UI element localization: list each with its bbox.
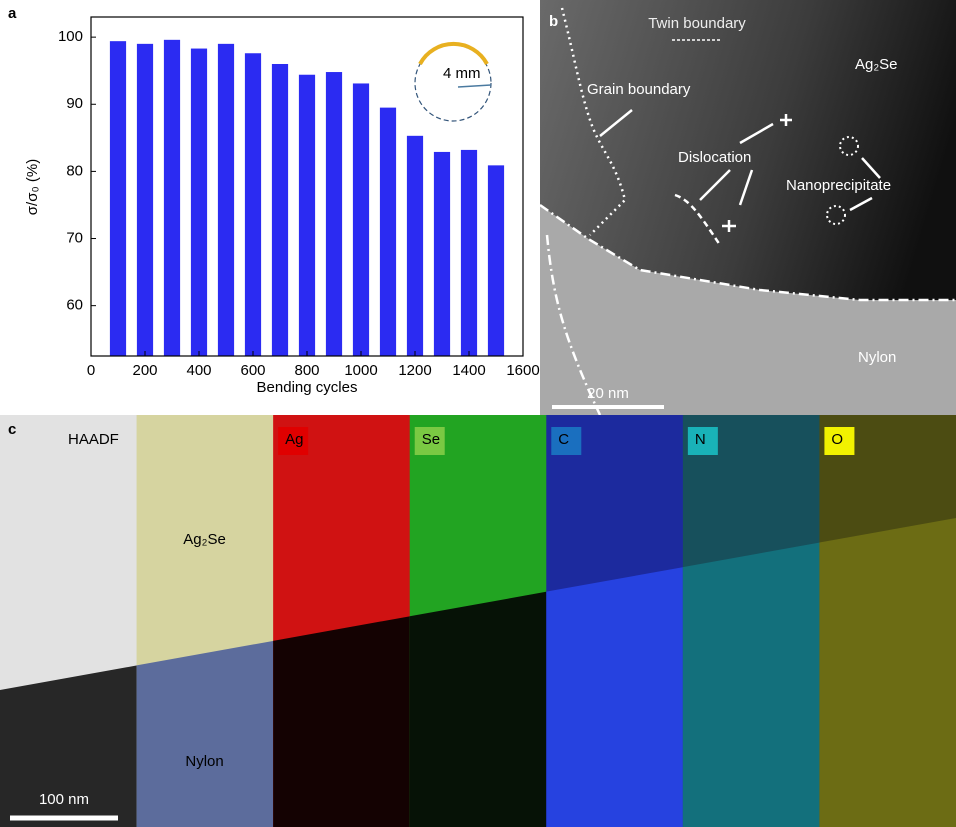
tile-label: O <box>831 431 843 448</box>
annotation: Nanoprecipitate <box>786 177 891 194</box>
x-axis-label: Bending cycles <box>257 379 358 396</box>
composite-label: Nylon <box>185 753 223 770</box>
x-tick-label: 0 <box>87 362 95 379</box>
inset-label: 4 mm <box>443 65 481 82</box>
map-lower <box>683 543 820 827</box>
y-tick-label: 90 <box>66 95 83 112</box>
figure: HAADF Ag Se C N O Ag₂Se Nylon c 100 nm b Twin bou… <box>0 0 956 827</box>
bar <box>272 64 288 356</box>
y-axis-label: σ/σ₀ (%) <box>24 159 41 215</box>
bar <box>110 41 126 356</box>
x-tick-label: 200 <box>132 362 157 379</box>
map-lower <box>273 616 410 827</box>
panel-label: b <box>549 13 558 30</box>
bar <box>137 44 153 356</box>
bar <box>407 136 423 356</box>
tile-label: C <box>558 431 569 448</box>
scale-bar-label: 20 nm <box>587 385 629 402</box>
bar <box>353 83 369 356</box>
bar <box>488 165 504 356</box>
bar <box>326 72 342 356</box>
x-tick-label: 1400 <box>452 362 485 379</box>
scale-bar-label: 100 nm <box>39 791 89 808</box>
bar <box>434 152 450 356</box>
x-tick-label: 1600 <box>506 362 539 379</box>
y-tick-label: 80 <box>66 162 83 179</box>
x-tick-label: 800 <box>294 362 319 379</box>
x-tick-label: 1000 <box>344 362 377 379</box>
eds-maps: HAADF Ag Se C N O Ag₂Se Nylon c 100 nm <box>0 415 956 827</box>
x-tick-label: 600 <box>240 362 265 379</box>
annotation: Dislocation <box>678 149 751 166</box>
bar <box>380 108 396 356</box>
panel-label: c <box>8 421 16 438</box>
bar <box>164 40 180 356</box>
tile-label: N <box>695 431 706 448</box>
y-tick-label: 70 <box>66 229 83 246</box>
annotation: Grain boundary <box>587 81 691 98</box>
map-lower <box>546 567 683 827</box>
tile-label: Ag <box>285 431 303 448</box>
inset: 4 mm <box>415 44 491 121</box>
map-lower <box>819 518 956 827</box>
bar <box>461 150 477 356</box>
x-tick-label: 1200 <box>398 362 431 379</box>
panel-label: a <box>8 5 17 22</box>
bar <box>245 53 261 356</box>
bar <box>299 75 315 356</box>
map-lower <box>137 641 274 827</box>
bar <box>191 49 207 356</box>
tile-label: HAADF <box>68 431 119 448</box>
map-lower <box>410 592 547 827</box>
x-tick-label: 400 <box>186 362 211 379</box>
composite-label: Ag₂Se <box>183 531 226 548</box>
tile-label: Se <box>422 431 440 448</box>
y-tick-label: 60 <box>66 297 83 314</box>
annotation: Nylon <box>858 349 896 366</box>
y-tick-label: 100 <box>58 28 83 45</box>
annotation: Ag₂Se <box>855 56 898 73</box>
bar <box>218 44 234 356</box>
annotation: Twin boundary <box>648 15 746 32</box>
